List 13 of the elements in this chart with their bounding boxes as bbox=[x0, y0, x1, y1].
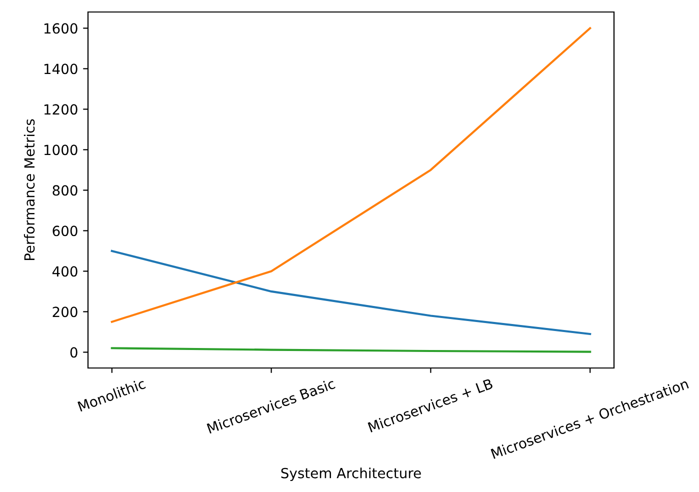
y-tick-label: 1200 bbox=[44, 104, 78, 115]
y-axis-title: Performance Metrics bbox=[24, 119, 35, 260]
x-axis-title: System Architecture bbox=[281, 468, 421, 482]
line-series bbox=[110, 250, 592, 336]
y-tick-label: 600 bbox=[52, 226, 78, 236]
y-tick-label: 800 bbox=[52, 185, 78, 196]
y-tick-label: 0 bbox=[70, 347, 78, 358]
y-tick-label: 1400 bbox=[44, 64, 78, 74]
y-tick-label: 200 bbox=[52, 306, 78, 318]
y-tick-label: 1000 bbox=[44, 144, 78, 156]
y-tick-label: 1600 bbox=[44, 23, 78, 34]
y-tick-label: 400 bbox=[52, 266, 78, 277]
line-series bbox=[110, 27, 592, 323]
